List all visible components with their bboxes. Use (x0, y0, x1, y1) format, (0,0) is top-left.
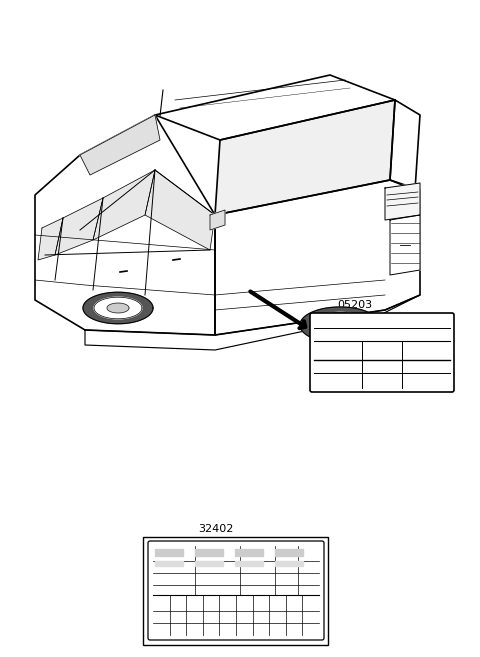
Polygon shape (312, 312, 368, 338)
Bar (235, 549, 263, 556)
Bar (235, 561, 263, 566)
Polygon shape (55, 198, 103, 255)
Bar (155, 549, 183, 556)
Polygon shape (328, 319, 352, 330)
Polygon shape (300, 307, 380, 343)
Polygon shape (385, 183, 420, 220)
Bar (275, 561, 303, 566)
Polygon shape (35, 115, 215, 335)
Polygon shape (215, 180, 420, 335)
Polygon shape (93, 170, 155, 240)
Polygon shape (85, 295, 420, 350)
Polygon shape (107, 303, 129, 313)
FancyBboxPatch shape (148, 541, 324, 640)
Bar (275, 549, 303, 556)
Bar (195, 549, 223, 556)
Polygon shape (390, 215, 420, 275)
Polygon shape (145, 170, 215, 250)
Polygon shape (94, 297, 142, 319)
Polygon shape (210, 210, 225, 230)
Polygon shape (80, 115, 160, 175)
Polygon shape (38, 218, 63, 260)
FancyBboxPatch shape (310, 313, 454, 392)
Text: 05203: 05203 (337, 300, 372, 310)
Text: 32402: 32402 (198, 524, 233, 534)
Bar (143, 537, 328, 645)
Bar (195, 561, 223, 566)
Polygon shape (390, 100, 420, 190)
Bar (155, 561, 183, 566)
Polygon shape (155, 75, 395, 140)
Polygon shape (215, 100, 395, 215)
Polygon shape (83, 292, 153, 324)
